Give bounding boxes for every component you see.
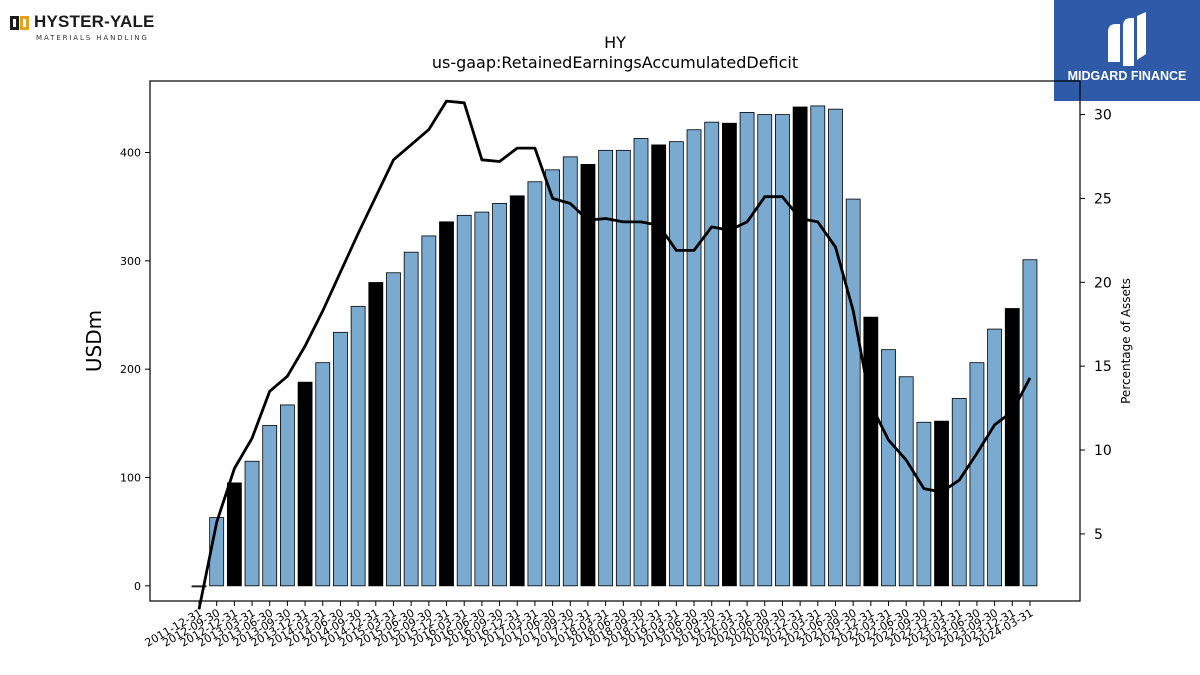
- bar-2014-09-30: [350, 305, 366, 587]
- bar-2019-09-30: [704, 121, 720, 587]
- bar-2021-03-31: [810, 105, 826, 587]
- bar-2014-03-31: [315, 362, 331, 587]
- midgard-finance-logo: MIDGARD FINANCE: [1054, 0, 1200, 101]
- chart-title: HY: [604, 33, 626, 52]
- bar-2022-09-30: [916, 421, 932, 587]
- chart-subtitle: us-gaap:RetainedEarningsAccumulatedDefic…: [432, 53, 798, 72]
- y-axis-label: USDm: [82, 310, 106, 372]
- y-tick-label: 100: [120, 472, 141, 485]
- y2-tick-label: 5: [1094, 527, 1103, 543]
- bar-2013-12-31: [297, 381, 313, 587]
- y2-tick-label: 30: [1094, 108, 1112, 124]
- bar-2023-12-31: [1004, 308, 1020, 587]
- y2-tick-label: 25: [1094, 191, 1112, 207]
- bar-2020-03-31: [739, 112, 755, 587]
- bar-2012-12-31: [226, 482, 242, 587]
- bar-2016-06-30: [474, 211, 490, 587]
- y2-tick-label: 15: [1094, 359, 1112, 375]
- bar-2015-12-31: [439, 221, 454, 587]
- y2-tick-label: 10: [1094, 443, 1112, 459]
- bar-2014-06-30: [333, 331, 348, 587]
- bar-2020-06-30: [757, 114, 773, 587]
- bar-2018-06-30: [615, 149, 631, 587]
- bar-2017-06-30: [545, 169, 560, 587]
- bar-2018-12-31: [651, 144, 667, 587]
- bar-2017-09-30: [562, 156, 578, 587]
- bar-2023-03-31: [951, 398, 967, 587]
- bar-2019-06-30: [686, 129, 702, 587]
- bar-2017-12-31: [580, 164, 596, 587]
- bar-2020-12-31: [792, 106, 808, 587]
- bar-2021-12-31: [863, 316, 879, 587]
- pct-of-assets-line: [197, 99, 1032, 610]
- bar-2015-09-30: [421, 235, 437, 587]
- hyster-yale-logo-name: HYSTER-YALE: [34, 12, 155, 31]
- bar-2021-06-30: [828, 108, 843, 587]
- bar-2011-12-31: [191, 585, 207, 588]
- y2-tick-label: 20: [1094, 275, 1112, 291]
- bar-2022-12-31: [934, 420, 949, 587]
- bar-2021-09-30: [845, 198, 861, 587]
- bar-2014-12-31: [368, 282, 384, 587]
- y-tick-label: 400: [120, 147, 141, 160]
- bar-2018-03-31: [598, 149, 614, 587]
- y-tick-label: 200: [120, 363, 141, 376]
- bar-2023-06-30: [969, 362, 985, 587]
- y-tick-label: 300: [120, 255, 141, 268]
- bar-2013-06-30: [262, 425, 278, 587]
- bar-2020-09-30: [775, 114, 790, 587]
- midgard-finance-logo-name: MIDGARD FINANCE: [1067, 69, 1187, 83]
- bar-2023-09-30: [987, 328, 1002, 587]
- y2-axis-label: Percentage of Assets: [1119, 278, 1133, 404]
- plot-frame: [149, 80, 1081, 602]
- bar-2018-09-30: [633, 138, 649, 587]
- bar-2015-03-31: [386, 272, 401, 587]
- hyster-yale-logo-tagline: MATERIALS HANDLING: [36, 34, 149, 42]
- bar-2013-03-31: [244, 460, 260, 587]
- y-tick-label: 0: [134, 580, 141, 593]
- bar-2015-06-30: [403, 251, 419, 587]
- bar-2019-12-31: [722, 122, 737, 587]
- bar-2024-03-31: [1022, 259, 1038, 587]
- midgard-mark-icon: [1108, 12, 1146, 66]
- hyster-yale-logo: HYSTER-YALE MATERIALS HANDLING: [8, 8, 158, 48]
- bar-2022-03-31: [881, 349, 896, 587]
- bar-2016-09-30: [492, 203, 507, 587]
- bar-2016-03-31: [456, 214, 472, 587]
- bar-2017-03-31: [527, 181, 543, 587]
- hyster-yale-mark-icon: [10, 16, 29, 30]
- bar-2022-06-30: [898, 376, 914, 587]
- bar-2016-12-31: [509, 195, 525, 587]
- bar-2013-09-30: [279, 404, 295, 587]
- bar-2019-03-31: [668, 141, 684, 587]
